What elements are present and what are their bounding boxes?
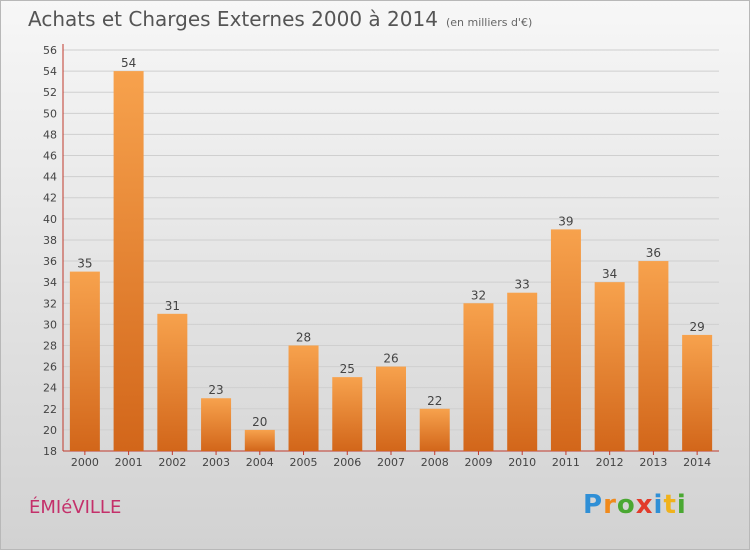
x-tick-label: 2003 [202,456,230,469]
bar [682,334,713,451]
y-tick-label: 42 [43,192,57,205]
value-label: 34 [602,267,617,281]
value-label: 25 [340,362,355,376]
y-tick-label: 46 [43,150,57,163]
value-labels: 35 54 31 23 20 28 25 26 22 32 33 39 34 36 29 [77,56,705,429]
y-tick-label: 36 [43,255,57,268]
logo-letter: x [635,490,654,520]
y-tick-labels: 18 20 22 24 26 28 30 32 34 36 38 40 42 44 46 48 50 52 54 56 [43,44,57,458]
logo-letter: o [616,490,636,520]
town-name: ÉMIéVILLE [29,497,122,518]
y-tick-label: 18 [43,445,57,458]
bar [419,408,450,451]
logo-letter: P [583,490,604,520]
bar [69,271,100,451]
logo-letter: i [676,490,687,520]
bar [113,71,144,452]
bar [288,345,319,451]
y-tick-label: 44 [43,171,57,184]
bar [376,366,406,451]
x-tick-label: 2008 [421,456,449,469]
bar [201,398,232,451]
x-tick-label: 2006 [333,456,361,469]
y-tick-label: 52 [43,86,57,99]
bar [332,377,363,451]
proxiti-logo: Proxiti [583,490,687,520]
y-tick-label: 40 [43,213,57,226]
value-label: 29 [689,320,704,334]
value-label: 36 [646,246,661,260]
x-tick-label: 2010 [508,456,536,469]
y-tick-label: 32 [43,297,57,310]
y-tick-label: 38 [43,234,57,247]
x-tick-label: 2000 [71,456,99,469]
value-label: 28 [296,330,311,344]
y-tick-label: 20 [43,424,57,437]
bar [594,282,625,451]
y-tick-label: 28 [43,339,57,352]
value-label: 26 [383,352,398,366]
x-tick-label: 2014 [683,456,711,469]
x-tick-labels: 2000 2001 2002 2003 2004 2005 2006 2007 2008 2009… [71,456,711,469]
logo-letter: i [653,490,664,520]
bar [244,429,275,451]
chart-subtitle: (en milliers d'€) [445,16,533,29]
logo-letter: t [663,490,677,520]
y-tick-label: 56 [43,44,57,57]
x-tick-label: 2007 [377,456,405,469]
bar [507,292,538,451]
value-label: 54 [121,56,136,70]
x-tick-label: 2002 [158,456,186,469]
y-tick-label: 22 [43,403,57,416]
x-tick-label: 2004 [246,456,274,469]
value-label: 35 [77,257,92,271]
value-label: 23 [208,383,223,397]
y-tick-label: 30 [43,318,57,331]
x-tick-label: 2012 [596,456,624,469]
x-tick-label: 2001 [115,456,143,469]
bar [157,313,188,451]
value-label: 22 [427,394,442,408]
value-label: 31 [165,299,180,313]
logo-letter: r [603,490,617,520]
bar [463,303,494,451]
bars [69,71,713,452]
x-tick-label: 2013 [639,456,667,469]
bar [638,261,669,451]
bar [550,229,581,451]
x-tick-label: 2005 [290,456,318,469]
y-tick-label: 48 [43,128,57,141]
value-label: 33 [515,278,530,292]
chart-title: Achats et Charges Externes 2000 à 2014 (e… [28,7,532,31]
y-tick-label: 50 [43,107,57,120]
y-tick-label: 34 [43,276,57,289]
y-tick-label: 54 [43,65,57,78]
y-tick-label: 26 [43,361,57,374]
value-label: 39 [558,214,573,228]
value-label: 20 [252,415,267,429]
value-label: 32 [471,288,486,302]
y-tick-label: 24 [43,382,57,395]
x-tick-label: 2011 [552,456,580,469]
chart-title-text: Achats et Charges Externes 2000 à 2014 [28,7,438,31]
x-tick-label: 2009 [464,456,492,469]
